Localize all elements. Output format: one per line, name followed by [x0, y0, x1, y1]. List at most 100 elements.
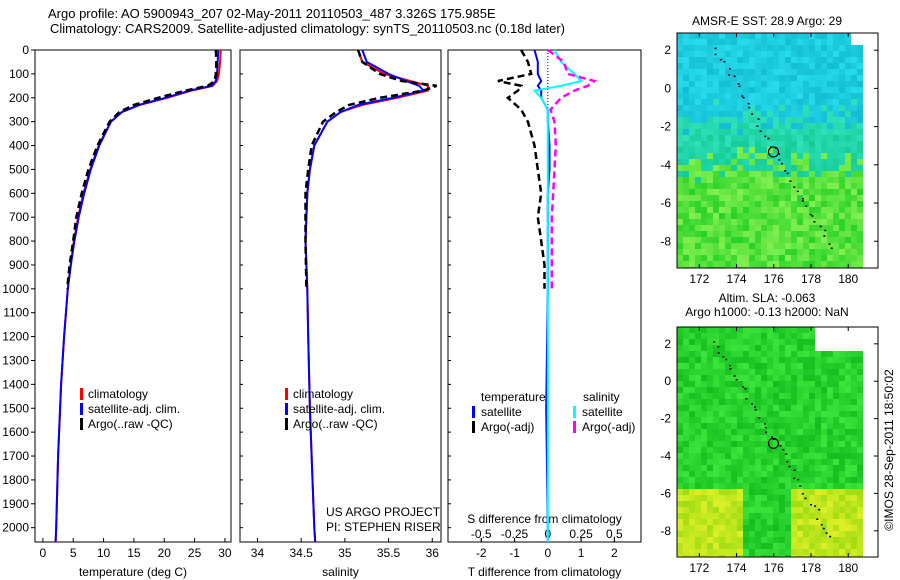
map-cell [857, 195, 863, 201]
map-cell [755, 489, 761, 495]
map-cell [797, 177, 803, 183]
map-cell [803, 213, 809, 219]
map-cell [725, 117, 731, 123]
map-cell [773, 543, 779, 549]
map-cell [683, 345, 689, 351]
map-cell [785, 213, 791, 219]
map-cell [737, 105, 743, 111]
map-cell [695, 231, 701, 237]
map-cell [773, 345, 779, 351]
map-cell [785, 435, 791, 441]
map-cell [707, 57, 713, 63]
map-cell [851, 111, 857, 117]
map-cell [743, 243, 749, 249]
map-cell [809, 141, 815, 147]
map-cell [839, 417, 845, 423]
map-cell [851, 33, 857, 39]
map-cell [707, 201, 713, 207]
map-cell [767, 243, 773, 249]
map-cell [797, 543, 803, 549]
map-cell [683, 69, 689, 75]
map-cell [803, 387, 809, 393]
map-cell [827, 339, 833, 345]
map-cell [755, 477, 761, 483]
map-cell [773, 441, 779, 447]
map-cell [701, 81, 707, 87]
map-cell [785, 333, 791, 339]
map-cell [689, 165, 695, 171]
map-cell [713, 201, 719, 207]
map-cell [803, 57, 809, 63]
map-cell [719, 51, 725, 57]
map-cell [857, 243, 863, 249]
map-cell [683, 165, 689, 171]
map-cell [683, 393, 689, 399]
map-cell [815, 75, 821, 81]
map-cell [737, 51, 743, 57]
map-cell [833, 69, 839, 75]
map-cell [779, 243, 785, 249]
argo-position-marker [767, 437, 780, 450]
map-cell [779, 99, 785, 105]
map-cell [677, 195, 683, 201]
map-y-tick-label: -2 [660, 412, 671, 426]
map-cell [785, 183, 791, 189]
map-cell [731, 159, 737, 165]
map-cell [773, 219, 779, 225]
map-cell [737, 429, 743, 435]
map-cell [749, 351, 755, 357]
map-cell [791, 375, 797, 381]
map-cell [779, 345, 785, 351]
map-cell [833, 435, 839, 441]
map-cell [695, 255, 701, 261]
map-cell [851, 417, 857, 423]
map-cell [827, 435, 833, 441]
map-cell [749, 93, 755, 99]
map-cell [677, 213, 683, 219]
map-cell [809, 519, 815, 525]
map-cell [761, 51, 767, 57]
map-cell [683, 201, 689, 207]
map-cell [743, 195, 749, 201]
y-tick-label: 1100 [3, 306, 29, 320]
map-cell [833, 381, 839, 387]
map-cell [755, 513, 761, 519]
map-cell [713, 549, 719, 555]
map-cell [683, 87, 689, 93]
map-cell [821, 87, 827, 93]
map-cell [737, 417, 743, 423]
map-cell [833, 111, 839, 117]
map-cell [779, 33, 785, 39]
map-cell [851, 69, 857, 75]
map-cell [695, 393, 701, 399]
legend-label: climatology [88, 387, 148, 401]
map-cell [845, 159, 851, 165]
map-cell [833, 327, 839, 333]
map-cell [695, 225, 701, 231]
map-cell [725, 375, 731, 381]
map-cell [791, 249, 797, 255]
map-cell [821, 381, 827, 387]
map-cell [713, 165, 719, 171]
map-cell [809, 153, 815, 159]
map-cell [695, 195, 701, 201]
map-cell [743, 417, 749, 423]
map-cell [779, 483, 785, 489]
map-cell [803, 543, 809, 549]
map-cell [791, 381, 797, 387]
map-cell [683, 495, 689, 501]
map-cell [767, 411, 773, 417]
map-cell [785, 219, 791, 225]
map-cell [731, 339, 737, 345]
map-cell [803, 231, 809, 237]
map-cell [779, 255, 785, 261]
map-cell [755, 381, 761, 387]
map-cell [815, 555, 821, 557]
map-cell [689, 153, 695, 159]
track-point [786, 460, 789, 463]
map-cell [797, 219, 803, 225]
map-cell [815, 399, 821, 405]
map-cell [821, 513, 827, 519]
map-cell [785, 45, 791, 51]
map-cell [749, 183, 755, 189]
